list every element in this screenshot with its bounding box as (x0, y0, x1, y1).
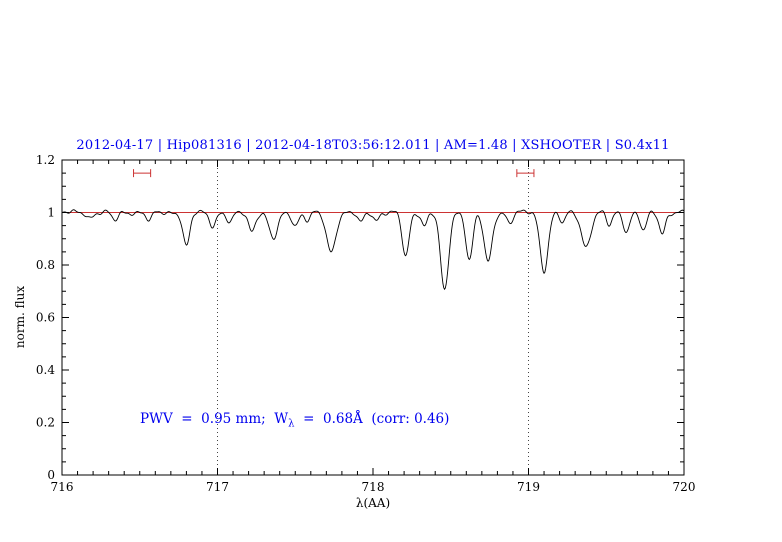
y-tick-label: 0.6 (36, 311, 55, 325)
pwv-annotation: PWV = 0.95 mm; Wλ = 0.68Å (corr: 0.46) (140, 411, 449, 430)
y-axis-label: norm. flux (13, 285, 27, 349)
x-tick-label: 720 (673, 480, 696, 494)
y-tick-label: 0 (47, 468, 55, 482)
y-tick-label: 0.8 (36, 258, 55, 272)
x-tick-label: 719 (517, 480, 540, 494)
wlambda-subscript: λ (288, 418, 295, 430)
x-tick-label: 718 (362, 480, 385, 494)
y-tick-label: 1.2 (36, 153, 55, 167)
y-tick-label: 0.2 (36, 416, 55, 430)
x-axis-label: λ(AA) (355, 496, 391, 510)
pwv-text: PWV = 0.95 mm; W (140, 411, 289, 427)
y-tick-label: 0.4 (36, 363, 55, 377)
x-tick-label: 716 (51, 480, 74, 494)
spectrum-line (61, 209, 685, 291)
plot-title: 2012-04-17 | Hip081316 | 2012-04-18T03:5… (76, 138, 670, 153)
x-tick-label: 717 (206, 480, 229, 494)
equivalent-width-text: = 0.68Å (corr: 0.46) (294, 411, 450, 427)
y-tick-label: 1 (47, 206, 55, 220)
